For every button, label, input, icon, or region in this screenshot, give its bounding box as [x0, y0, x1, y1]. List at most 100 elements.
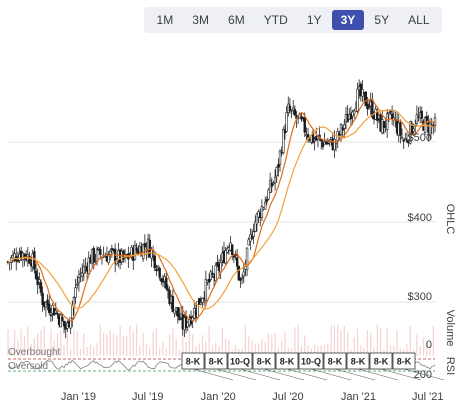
volume-bar [281, 340, 283, 356]
volume-bar [317, 346, 319, 356]
candle-body [293, 109, 297, 116]
volume-bar [126, 335, 128, 356]
filing-marker[interactable]: 8-K [323, 352, 376, 381]
volume-bar [40, 329, 42, 356]
volume-bar [70, 349, 72, 356]
volume-bar [251, 340, 253, 356]
volume-bar [264, 342, 266, 356]
volume-bar [119, 325, 121, 356]
volume-bar [403, 349, 405, 356]
candle-body [329, 136, 333, 140]
x-tick-label: Jan '20 [201, 391, 236, 403]
volume-bar [162, 342, 164, 356]
filing-marker[interactable]: 10-Q [227, 352, 281, 381]
filing-marker[interactable]: 8-K [181, 352, 234, 381]
range-all-button[interactable]: ALL [408, 13, 430, 27]
candle-body [204, 278, 208, 301]
candle-body [235, 257, 239, 267]
candle-body [265, 199, 269, 202]
filing-marker-label: 8-K [374, 357, 389, 367]
volume-bar [139, 345, 141, 356]
volume-bars [7, 324, 434, 356]
volume-bar [416, 334, 418, 356]
candle-body [242, 271, 245, 277]
candle-body [201, 298, 204, 303]
volume-panel-label: Volume [444, 310, 456, 347]
candle-body [247, 239, 250, 246]
range-ytd-button[interactable]: YTD [263, 13, 288, 27]
filing-markers: 8-K 8-K 10-Q 8-K 8-K 10-Q 8-K 8-K 8-K 8-K [181, 352, 445, 381]
volume-bar [73, 329, 75, 356]
volume-bar [53, 340, 55, 356]
candle-body [158, 267, 161, 278]
range-3y-button[interactable]: 3Y [332, 10, 364, 30]
candle-body [385, 113, 389, 130]
volume-bar [340, 330, 342, 356]
candle-body [38, 279, 41, 283]
volume-bar [221, 327, 223, 356]
candle-body [270, 182, 273, 187]
volume-bar [294, 327, 296, 356]
candle-body [326, 142, 330, 145]
candle-body [97, 247, 100, 250]
filing-marker-stem [310, 368, 352, 381]
volume-bar [429, 345, 431, 356]
candle-body [237, 265, 241, 281]
filing-marker[interactable]: 8-K [204, 352, 257, 381]
filing-marker[interactable]: 8-K [369, 352, 422, 381]
candle-body [263, 202, 267, 210]
candle-body [306, 134, 310, 138]
volume-bar [106, 333, 108, 356]
candle-body [390, 113, 394, 119]
filing-marker[interactable]: 8-K [346, 352, 399, 381]
filing-marker[interactable]: 10-Q [298, 352, 352, 381]
candle-body [59, 314, 62, 328]
volume-bar [208, 326, 210, 356]
filing-marker[interactable]: 8-K [275, 352, 328, 381]
volume-bar [122, 335, 125, 356]
candle-body [240, 277, 244, 280]
candle-body [364, 91, 367, 107]
range-1m-button[interactable]: 1M [156, 13, 174, 27]
volume-bar [370, 332, 372, 356]
volume-bar [37, 333, 39, 356]
candles [6, 79, 437, 339]
volume-bar [56, 333, 59, 356]
candle-body [282, 129, 285, 154]
moving-averages [7, 97, 436, 322]
candle-body [430, 124, 433, 126]
candle-body [54, 310, 58, 314]
range-1y-button[interactable]: 1Y [306, 13, 322, 27]
candle-body [382, 121, 386, 128]
filing-marker-label: 10-Q [301, 357, 321, 367]
volume-bar [366, 330, 369, 356]
candle-body [404, 138, 407, 140]
filing-marker[interactable]: 8-K [392, 352, 445, 381]
volume-bar [132, 330, 134, 356]
volume-bar [307, 345, 309, 356]
candle-body [80, 272, 84, 277]
range-6m-button[interactable]: 6M [228, 13, 245, 27]
candle-body [273, 176, 277, 184]
range-5y-button[interactable]: 5Y [374, 13, 390, 27]
candle-body [176, 307, 180, 317]
range-3m-button[interactable]: 3M [192, 13, 209, 27]
candle-body [99, 249, 102, 255]
filing-marker-label: 8-K [351, 357, 366, 367]
candle-body [135, 247, 138, 251]
volume-bar [304, 335, 306, 356]
volume-bar [376, 324, 378, 356]
volume-bar [399, 348, 401, 356]
volume-bar [422, 337, 425, 356]
volume-bar [201, 335, 204, 356]
candle-body [341, 127, 344, 131]
volume-bar [406, 344, 408, 356]
candle-body [92, 247, 95, 263]
y-tick-label: $500 [408, 132, 432, 144]
candle-body [356, 88, 359, 112]
volume-bar [356, 328, 359, 356]
volume-bar [66, 331, 68, 356]
filing-marker[interactable]: 8-K [252, 352, 305, 381]
oversold-label: Oversold [8, 361, 48, 372]
